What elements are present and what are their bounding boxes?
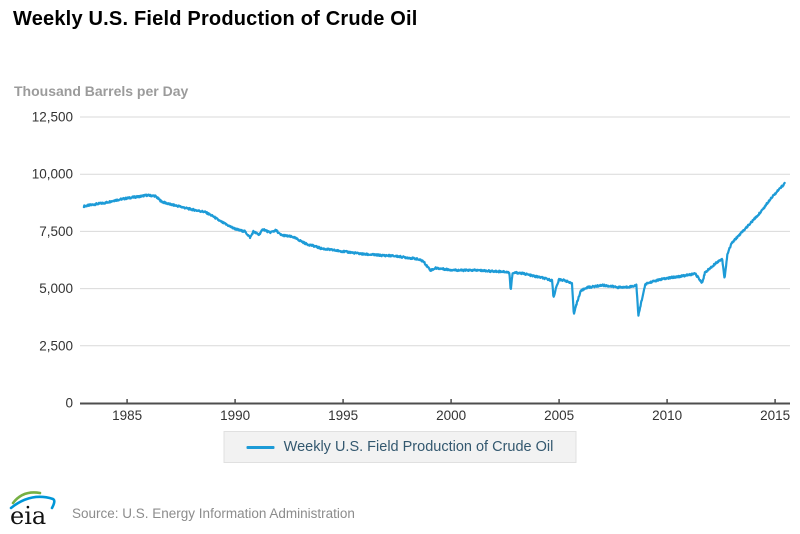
crude-production-series-line bbox=[82, 181, 786, 317]
x-axis-tick-label-2015: 2015 bbox=[760, 408, 790, 423]
eia-logo[interactable]: eia bbox=[8, 487, 60, 529]
x-axis-tick-label-1995: 1995 bbox=[328, 408, 358, 423]
x-axis-tick-label-2005: 2005 bbox=[544, 408, 574, 423]
logo-green-swoosh-icon bbox=[11, 491, 42, 505]
eia-logo-text: eia bbox=[10, 502, 46, 529]
page-title: Weekly U.S. Field Production of Crude Oi… bbox=[13, 8, 418, 30]
y-axis-tick-label-5000: 5,000 bbox=[39, 281, 73, 296]
y-axis-tick-label-2500: 2,500 bbox=[39, 338, 73, 353]
x-axis-tick-label-1985: 1985 bbox=[112, 408, 142, 423]
source-attribution: Source: U.S. Energy Information Administ… bbox=[72, 505, 355, 521]
y-axis-units-label: Thousand Barrels per Day bbox=[14, 83, 189, 99]
y-axis-tick-label-10000: 10,000 bbox=[32, 167, 73, 182]
footer: eia Source: U.S. Energy Information Admi… bbox=[8, 487, 355, 529]
legend-line-swatch bbox=[246, 445, 275, 449]
x-axis-tick-label-1990: 1990 bbox=[220, 408, 250, 423]
x-axis-tick-label-2010: 2010 bbox=[652, 408, 682, 423]
legend-label: Weekly U.S. Field Production of Crude Oi… bbox=[283, 439, 554, 455]
logo-blue-swoosh-icon bbox=[9, 495, 56, 510]
y-axis-tick-label-0: 0 bbox=[65, 396, 73, 411]
y-axis-tick-label-12500: 12,500 bbox=[32, 110, 73, 125]
y-axis-tick-label-7500: 7,500 bbox=[39, 224, 73, 239]
legend-item-crude-production[interactable]: Weekly U.S. Field Production of Crude Oi… bbox=[223, 431, 577, 463]
x-axis-tick-label-2000: 2000 bbox=[436, 408, 466, 423]
